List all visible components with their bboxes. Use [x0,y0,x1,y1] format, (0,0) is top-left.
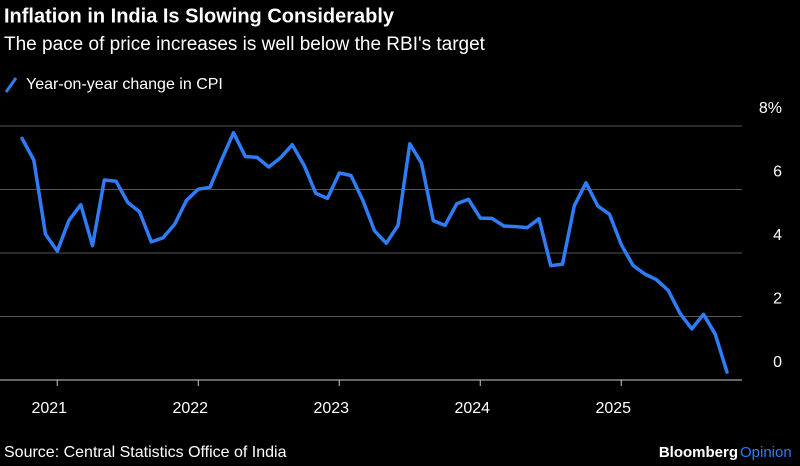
x-tick-label: 2022 [172,400,208,417]
x-tick-label: 2025 [595,400,631,417]
y-tick-label: 4 [773,227,782,244]
x-tick-label: 2024 [454,400,490,417]
y-tick-label: 8% [759,100,782,117]
x-tick-label: 2021 [31,400,67,417]
y-tick-label: 6 [773,164,782,181]
chart-subtitle: The pace of price increases is well belo… [4,34,486,55]
legend-label: Year-on-year change in CPI [26,76,223,93]
brand-suffix: Opinion [740,444,792,461]
line [20,130,729,374]
y-tick-label: 2 [773,291,782,308]
chart-title: Inflation in India Is Slowing Considerab… [4,5,395,27]
x-tick-label: 2023 [313,400,349,417]
y-tick-label: 0 [773,354,782,371]
legend-swatch [4,77,18,93]
brand: Bloomberg [659,444,738,461]
source: Source: Central Statistics Office of Ind… [4,444,287,461]
